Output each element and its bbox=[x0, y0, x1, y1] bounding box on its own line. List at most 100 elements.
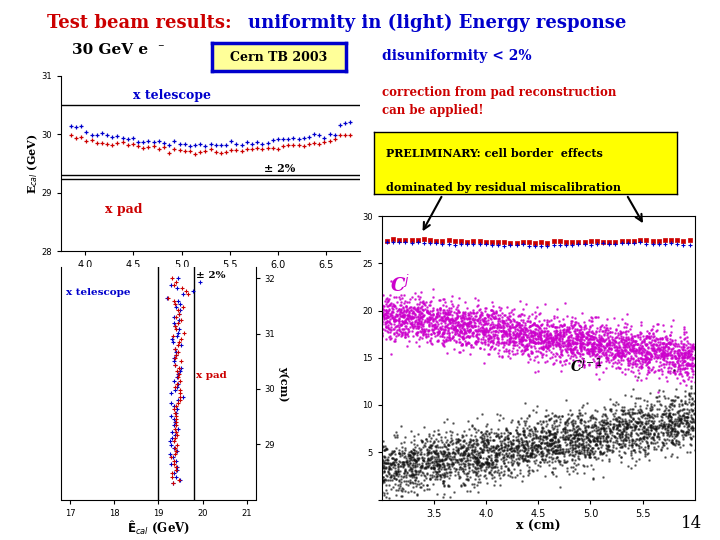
Point bbox=[412, 319, 423, 327]
Point bbox=[639, 432, 650, 441]
Point bbox=[477, 430, 488, 439]
Point bbox=[600, 364, 612, 373]
Point bbox=[472, 315, 483, 324]
Point bbox=[558, 328, 570, 336]
Point bbox=[153, 144, 165, 153]
Point bbox=[619, 430, 631, 439]
Point bbox=[395, 298, 407, 306]
Point bbox=[512, 318, 523, 326]
Point bbox=[604, 340, 616, 349]
Point bbox=[660, 411, 672, 420]
Point bbox=[466, 449, 477, 457]
Point bbox=[554, 448, 565, 456]
Point bbox=[611, 436, 623, 445]
Point bbox=[462, 442, 474, 451]
Point bbox=[380, 294, 392, 303]
Point bbox=[637, 411, 649, 420]
Point bbox=[531, 303, 543, 312]
Point bbox=[571, 469, 582, 477]
Point bbox=[434, 471, 446, 480]
Point bbox=[583, 450, 595, 459]
Point bbox=[556, 335, 567, 343]
Point bbox=[418, 463, 430, 472]
Point bbox=[503, 346, 515, 355]
Point bbox=[613, 447, 624, 455]
Point bbox=[605, 433, 616, 442]
Point bbox=[470, 326, 482, 335]
Point bbox=[658, 355, 670, 364]
Point bbox=[445, 303, 456, 312]
Point bbox=[408, 446, 420, 455]
Point bbox=[455, 455, 467, 463]
Point bbox=[501, 434, 513, 443]
Point bbox=[461, 304, 472, 313]
Point bbox=[588, 338, 599, 347]
Point bbox=[517, 337, 528, 346]
Point bbox=[551, 448, 562, 457]
Point bbox=[500, 328, 511, 337]
Point bbox=[507, 315, 518, 323]
Point bbox=[635, 347, 647, 356]
Point bbox=[410, 468, 421, 476]
Point bbox=[636, 364, 647, 373]
Point bbox=[487, 458, 499, 467]
Point bbox=[662, 343, 673, 352]
Point bbox=[531, 330, 543, 339]
Point bbox=[633, 431, 644, 440]
Point bbox=[415, 470, 427, 479]
Point bbox=[683, 422, 695, 430]
Point bbox=[659, 240, 670, 248]
Point bbox=[571, 427, 582, 436]
Point bbox=[625, 330, 636, 339]
Point bbox=[534, 339, 545, 347]
Point bbox=[524, 336, 536, 345]
Point bbox=[464, 460, 476, 469]
Point bbox=[402, 325, 413, 333]
Point bbox=[170, 383, 181, 391]
Point bbox=[601, 340, 613, 348]
Point bbox=[552, 446, 564, 454]
Point bbox=[525, 449, 536, 458]
Point bbox=[583, 453, 595, 461]
Point bbox=[458, 462, 469, 470]
Point bbox=[528, 328, 539, 336]
Point bbox=[462, 240, 473, 248]
Point bbox=[591, 361, 603, 369]
Point bbox=[380, 300, 392, 308]
Point bbox=[433, 467, 444, 476]
Point bbox=[503, 330, 515, 339]
Point bbox=[626, 345, 638, 353]
Point bbox=[546, 435, 558, 444]
Point bbox=[631, 376, 643, 384]
Point bbox=[623, 422, 634, 431]
Point bbox=[572, 422, 583, 430]
Point bbox=[408, 440, 420, 449]
Point bbox=[444, 330, 455, 339]
Point bbox=[436, 456, 448, 464]
Point bbox=[402, 310, 414, 319]
Point bbox=[518, 427, 530, 436]
Point bbox=[562, 341, 574, 349]
Point bbox=[568, 424, 580, 433]
Point bbox=[506, 347, 518, 355]
Point bbox=[492, 442, 503, 451]
Point bbox=[552, 340, 563, 349]
Point bbox=[474, 460, 485, 469]
Point bbox=[677, 372, 688, 380]
Point bbox=[664, 350, 675, 359]
Point bbox=[598, 238, 609, 246]
Point bbox=[407, 321, 418, 330]
Point bbox=[541, 446, 553, 454]
Point bbox=[662, 345, 674, 353]
Point bbox=[174, 306, 186, 315]
Point bbox=[595, 424, 606, 433]
Point bbox=[482, 335, 494, 343]
Point bbox=[606, 404, 617, 413]
Point bbox=[102, 130, 113, 139]
Point bbox=[614, 429, 626, 438]
Point bbox=[582, 335, 594, 344]
Point bbox=[557, 332, 569, 341]
Point bbox=[611, 349, 623, 357]
Point bbox=[566, 333, 577, 341]
Point bbox=[676, 356, 688, 364]
